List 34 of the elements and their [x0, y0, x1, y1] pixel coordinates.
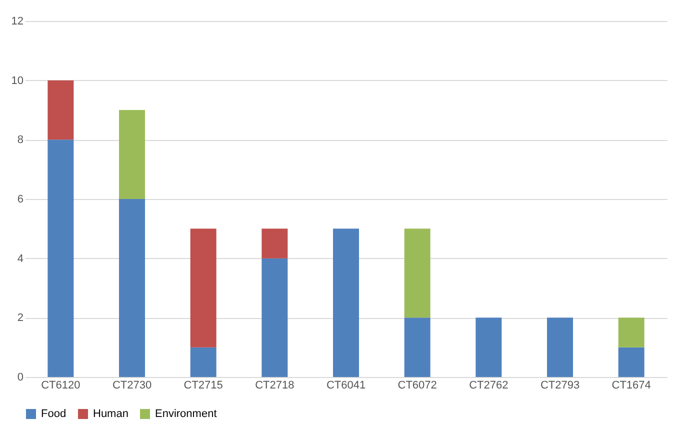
x-tick-label: CT6120: [41, 380, 80, 392]
bar: [48, 80, 74, 140]
bar: [262, 258, 288, 377]
bar: [618, 347, 644, 377]
x-tick-label: CT1674: [612, 380, 651, 392]
y-tick-label: 10: [11, 74, 24, 87]
x-tick-label: CT6072: [398, 380, 437, 392]
x-tick-label: CT2762: [469, 380, 508, 392]
y-tick-label: 8: [17, 134, 24, 146]
bar: [404, 318, 430, 377]
legend-label: Environment: [155, 408, 217, 420]
bar: [119, 110, 145, 199]
bar: [547, 318, 573, 377]
legend-label: Food: [41, 408, 66, 420]
bar: [119, 199, 145, 377]
bar: [333, 228, 359, 377]
y-tick-label: 12: [11, 16, 24, 28]
bar: [262, 228, 288, 258]
bar: [190, 347, 216, 377]
bar: [190, 228, 216, 348]
bar: [618, 318, 644, 348]
bar: [48, 140, 74, 377]
x-tick-label: CT2715: [184, 380, 223, 392]
y-tick-label: 6: [17, 194, 24, 206]
x-tick-label: CT6041: [326, 380, 366, 392]
y-tick-label: 4: [17, 252, 24, 265]
legend-label: Human: [93, 408, 128, 420]
bar: [404, 228, 430, 318]
x-tick-label: CT2793: [540, 380, 580, 392]
x-tick-label: CT2718: [255, 380, 294, 392]
y-tick-label: 2: [17, 312, 24, 324]
bar: [476, 318, 502, 377]
y-tick-label: 0: [17, 372, 24, 384]
x-tick-label: CT2730: [112, 380, 152, 392]
